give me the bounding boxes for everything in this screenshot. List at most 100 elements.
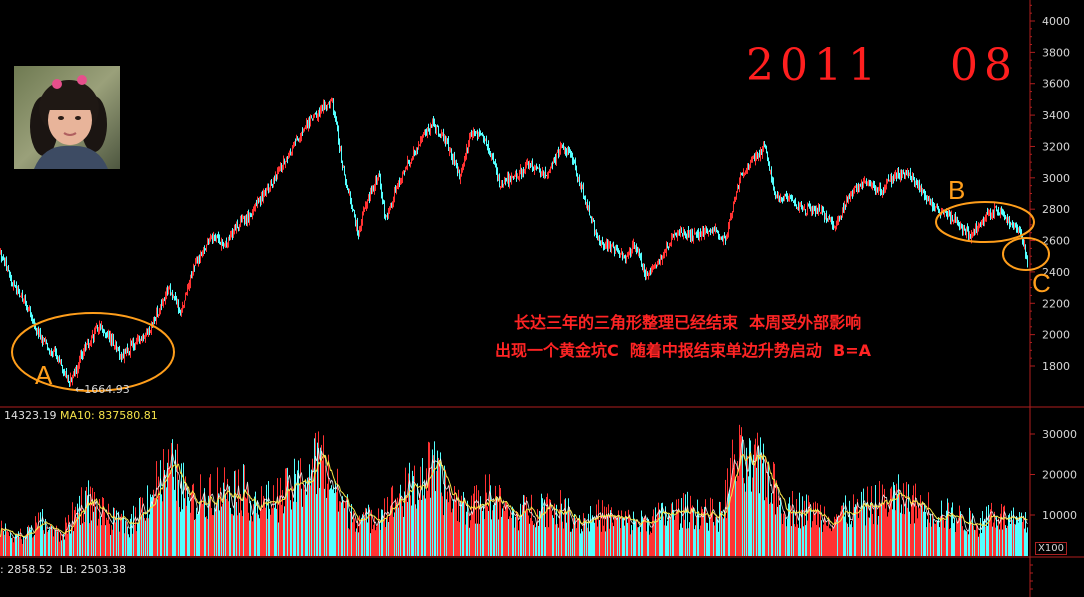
candle-body [47, 344, 48, 349]
volume-bar [315, 432, 316, 556]
candle-body [670, 243, 671, 245]
volume-bar [806, 494, 807, 556]
candle-body [417, 149, 418, 151]
candle-body [159, 310, 160, 314]
volume-bar [86, 487, 87, 556]
candle-body [507, 175, 508, 183]
candle-body [697, 233, 698, 235]
candle-body [342, 160, 343, 168]
candle-body [720, 238, 721, 240]
candle-body [45, 339, 46, 342]
volume-bar [414, 465, 415, 556]
volume-bar [597, 526, 598, 556]
volume-bar [420, 466, 421, 556]
volume-bar [262, 509, 263, 556]
volume-bar [744, 483, 745, 556]
candle-body [231, 232, 232, 234]
volume-bar [736, 481, 737, 556]
candle-body [81, 353, 82, 355]
volume-bar [42, 509, 43, 556]
volume-bar [49, 528, 50, 556]
candle-body [138, 338, 139, 340]
candle-body [785, 195, 786, 197]
candle-body [969, 233, 970, 238]
volume-bar [309, 464, 310, 556]
volume-bar [399, 493, 400, 556]
volume-bar [855, 504, 856, 556]
volume-bar [595, 518, 596, 556]
volume-bar [82, 523, 83, 556]
candle-body [337, 124, 338, 131]
volume-bar [832, 525, 833, 556]
candle-body [716, 227, 717, 231]
volume-bar [561, 503, 562, 556]
volume-bar [313, 480, 314, 556]
candle-body [704, 231, 705, 236]
volume-bar [507, 505, 508, 556]
volume-bar [702, 509, 703, 556]
volume-bar [727, 468, 728, 556]
volume-bar [112, 529, 113, 556]
volume-bar [728, 493, 729, 556]
candle-body [476, 131, 477, 133]
volume-bar [954, 517, 955, 556]
candle-body [960, 222, 961, 228]
candle-body [67, 375, 68, 378]
volume-bar [443, 515, 444, 556]
volume-bar [915, 483, 916, 556]
candle-body [119, 350, 120, 358]
volume-bar [627, 522, 628, 556]
candle-body [94, 332, 95, 340]
volume-bar [656, 518, 657, 556]
volume-bar [297, 470, 298, 556]
candle-body [703, 227, 704, 236]
volume-bar [716, 517, 717, 556]
volume-bar [614, 514, 615, 556]
volume-bar [135, 507, 136, 556]
candle-body [474, 131, 475, 133]
candle-body [820, 212, 821, 214]
volume-bar [106, 517, 107, 556]
volume-bar [902, 513, 903, 556]
candle-body [877, 189, 878, 191]
volume-bar [608, 504, 609, 556]
candle-body [393, 196, 394, 203]
volume-bar [174, 489, 175, 556]
candle-body [196, 259, 197, 261]
volume-bar [706, 522, 707, 556]
volume-bar [462, 501, 463, 556]
volume-bar [689, 522, 690, 556]
candle-body [1022, 237, 1023, 243]
candle-body [608, 243, 609, 252]
volume-bar [662, 502, 663, 556]
candle-body [73, 372, 74, 378]
volume-bar [1014, 523, 1015, 556]
volume-bar [853, 494, 854, 556]
candle-body [857, 185, 858, 190]
candle-body [212, 237, 213, 242]
volume-bar [778, 495, 779, 556]
price-tick-label: 2200 [1042, 297, 1070, 310]
volume-bar [904, 514, 905, 556]
candle-body [561, 147, 562, 149]
volume-bar [345, 501, 346, 556]
candle-body [104, 331, 105, 333]
volume-bar [310, 485, 311, 556]
volume-bar [147, 485, 148, 556]
volume-bar [582, 531, 583, 556]
volume-bar [289, 490, 290, 556]
candle-body [219, 238, 220, 242]
candle-body [236, 223, 237, 230]
volume-bar [663, 516, 664, 556]
volume-bar [587, 527, 588, 556]
volume-bar [386, 518, 387, 556]
candle-body [175, 296, 176, 298]
candle-body [324, 103, 325, 109]
candle-body [814, 208, 815, 211]
volume-bar [833, 528, 834, 556]
candle-body [168, 287, 169, 293]
volume-bar [379, 521, 380, 556]
volume-bar [678, 498, 679, 556]
candle-body [20, 296, 21, 298]
candle-body [605, 246, 606, 248]
